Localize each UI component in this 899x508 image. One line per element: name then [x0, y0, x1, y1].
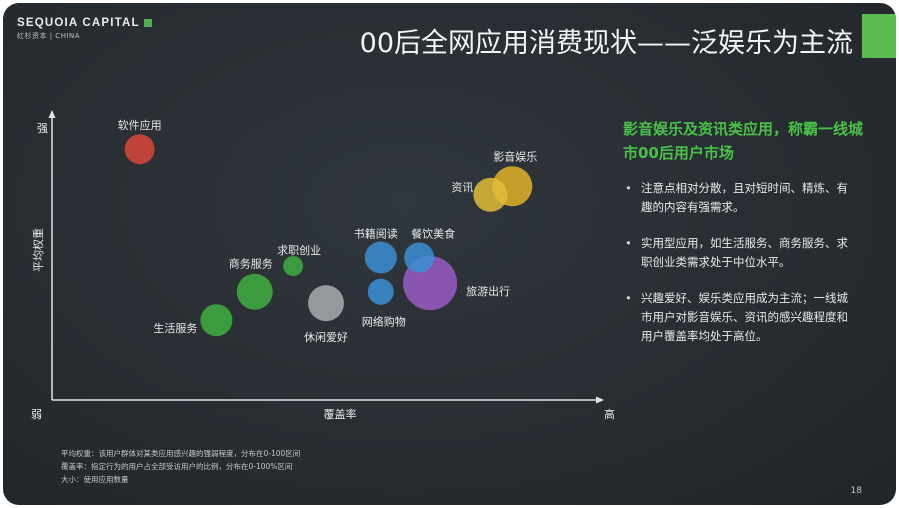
- bubble-4: [364, 241, 397, 274]
- bubble-label: 书籍阅读: [354, 227, 398, 241]
- bubble-7: [367, 278, 394, 305]
- footnote: 平均权重：该用户群体对某类应用感兴趣的强弱程度，分布在0-100区间: [61, 449, 301, 458]
- footnote: 覆盖率：指定行为的用户占全部受访用户的比例，分布在0-100%区间: [61, 462, 293, 471]
- bubble-5: [404, 242, 435, 273]
- bubble-11: [308, 285, 344, 322]
- x-axis-label: 覆盖率: [324, 407, 357, 421]
- bubble-1: [124, 134, 155, 165]
- slide: SEQUOIA CAPITAL 红杉资本 | CHINA 00后全网应用消费现状…: [3, 3, 896, 505]
- brand-name: SEQUOIA CAPITAL: [17, 17, 140, 29]
- footnote: 大小：使用应用数量: [61, 475, 129, 484]
- bullet-list: 注意点相对分散，且对短时间、精炼、有趣的内容有强需求。 实用型应用，如生活服务、…: [623, 179, 858, 363]
- slide-title: 00后全网应用消费现状——泛娱乐为主流: [359, 28, 853, 59]
- bubble-label: 软件应用: [118, 118, 162, 132]
- bullet-item: 兴趣爱好、娱乐类应用成为主流；一线城市用户对影音娱乐、资讯的感兴趣程度和用户覆盖…: [623, 289, 858, 346]
- bubble-label: 影音娱乐: [493, 149, 537, 163]
- bubble-8: [283, 256, 304, 277]
- brand-square-icon: [143, 19, 152, 27]
- x-axis-arrow-icon: [596, 396, 604, 404]
- bubble-10: [200, 304, 233, 337]
- footnotes: 平均权重：该用户群体对某类应用感兴趣的强弱程度，分布在0-100区间 覆盖率：指…: [61, 447, 300, 486]
- x-low-label: 弱: [31, 408, 42, 421]
- bubble-3: [473, 177, 508, 212]
- bubble-label: 餐饮美食: [411, 227, 455, 241]
- y-axis-arrow-icon: [48, 110, 56, 118]
- y-axis-label: 平均权重: [31, 228, 45, 272]
- x-high-label: 高: [604, 407, 615, 421]
- bubble-label: 资讯: [451, 181, 473, 194]
- bubble-label: 旅游出行: [466, 284, 510, 298]
- bubble-label: 网络购物: [362, 315, 406, 329]
- page-number: 18: [850, 486, 862, 496]
- side-headline: 影音娱乐及资讯类应用，称霸一线城市00后用户市场: [623, 120, 864, 162]
- bubble-9: [236, 273, 273, 310]
- bubble-label: 生活服务: [153, 321, 197, 335]
- bullet-item: 注意点相对分散，且对短时间、精炼、有趣的内容有强需求。: [623, 179, 858, 217]
- brand-subtitle: 红杉资本 | CHINA: [17, 32, 81, 40]
- brand-logo: SEQUOIA CAPITAL 红杉资本 | CHINA: [17, 17, 152, 41]
- bubble-label: 商务服务: [229, 257, 273, 271]
- bullet-item: 实用型应用，如生活服务、商务服务、求职创业类需求处于中位水平。: [623, 234, 858, 272]
- accent-tab: [862, 14, 896, 58]
- bubble-label: 求职创业: [277, 244, 321, 257]
- y-high-label: 强: [37, 122, 48, 135]
- bubble-label: 休闲爱好: [304, 330, 348, 344]
